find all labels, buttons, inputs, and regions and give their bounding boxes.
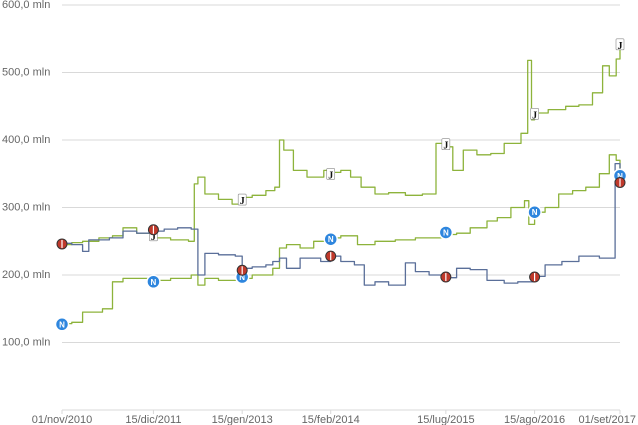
napoli-badge-icon <box>438 225 454 240</box>
data-point-juventus[interactable]: J <box>530 108 539 121</box>
data-point-milan[interactable] <box>614 177 626 189</box>
napoli-badge-letter: N <box>59 320 65 329</box>
juventus-badge-icon <box>615 38 625 51</box>
data-point-milan[interactable] <box>325 250 337 262</box>
data-point-milan[interactable] <box>529 271 541 283</box>
x-axis-ticks: 01/nov/2010 15/dic/2011 15/gen/2013 15/feb/… <box>32 410 636 425</box>
x-tick-label: 15/gen/2013 <box>212 414 273 425</box>
data-point-juventus[interactable]: J <box>237 193 247 207</box>
x-tick-label: 15/dic/2011 <box>125 414 181 425</box>
napoli-badge-letter: N <box>239 273 245 282</box>
y-tick-label: 500,0 mln <box>2 67 50 79</box>
data-point-napoli[interactable]: N <box>146 274 161 289</box>
y-tick-label: 600,0 mln <box>2 0 50 11</box>
juventus-badge-letter: J <box>443 141 448 152</box>
data-point-napoli[interactable]: N <box>438 225 454 240</box>
juventus-badge-letter: J <box>532 110 537 121</box>
x-tick-label: 15/ago/2016 <box>504 414 565 425</box>
juventus-badge-icon <box>530 108 539 120</box>
y-tick-label: 400,0 mln <box>2 134 50 146</box>
juventus-badge-icon <box>326 168 336 180</box>
y-tick-label: 100,0 mln <box>2 337 50 349</box>
x-tick-label: 15/lug/2015 <box>417 414 475 425</box>
napoli-badge-icon <box>323 231 338 247</box>
y-axis-ticks: 100,0 mln 200,0 mln 300,0 mln 400,0 mln 500,… <box>2 0 50 349</box>
data-point-milan[interactable] <box>56 238 68 250</box>
x-tick-label: 01/set/2017 <box>579 414 637 425</box>
napoli-badge-letter: N <box>443 228 449 237</box>
napoli-badge-icon <box>527 204 542 220</box>
juventus-badge-icon <box>441 138 451 151</box>
napoli-badge-letter: N <box>151 278 157 287</box>
x-tick-label: 01/nov/2010 <box>32 414 93 425</box>
juventus-badge-letter: J <box>618 41 623 52</box>
x-tick-label: 15/feb/2014 <box>302 414 360 425</box>
data-point-milan[interactable] <box>236 264 248 276</box>
juventus-badge-letter: J <box>328 170 333 181</box>
series-line-napoli <box>62 154 621 325</box>
data-point-milan[interactable] <box>147 224 159 236</box>
data-point-milan[interactable] <box>440 271 452 283</box>
data-point-juventus[interactable]: J <box>615 38 625 52</box>
marker-layer: J J J J J J N N N N N N N <box>54 38 628 332</box>
juventus-badge-letter: J <box>151 232 156 243</box>
napoli-badge-icon <box>54 317 70 332</box>
napoli-badge-letter: N <box>328 235 334 244</box>
data-point-juventus[interactable]: J <box>326 168 336 181</box>
juventus-badge-letter: J <box>240 196 245 207</box>
data-point-napoli[interactable]: N <box>323 231 338 247</box>
data-point-napoli[interactable]: N <box>54 317 70 332</box>
data-point-juventus[interactable]: J <box>441 138 451 152</box>
juventus-badge-icon <box>237 193 247 206</box>
napoli-badge-letter: N <box>532 208 538 217</box>
y-tick-label: 300,0 mln <box>2 202 50 214</box>
napoli-badge-letter: N <box>617 172 623 181</box>
series-line-milan <box>62 162 621 286</box>
napoli-badge-icon <box>146 274 161 289</box>
y-tick-label: 200,0 mln <box>2 269 50 281</box>
data-point-napoli[interactable]: N <box>527 204 542 220</box>
